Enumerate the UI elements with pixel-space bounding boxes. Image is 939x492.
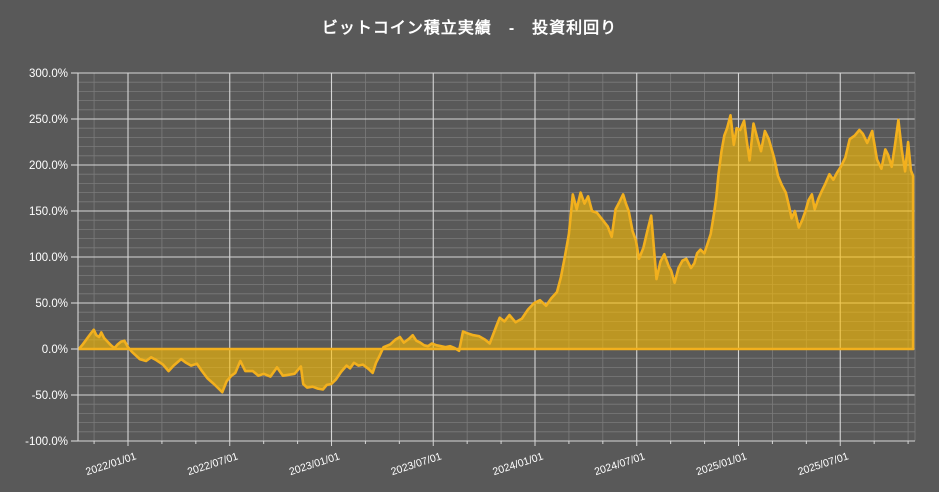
x-axis-tick-label: 2023/07/01	[389, 450, 443, 478]
series-area-fill	[78, 115, 914, 393]
y-axis-tick-label: -100.0%	[25, 436, 68, 448]
chart-title: ビットコイン積立実績 - 投資利回り	[321, 20, 618, 37]
x-axis-tick-label: 2024/07/01	[593, 450, 647, 478]
y-axis-tick-label: -50.0%	[32, 390, 68, 402]
x-axis-tick-label: 2022/01/01	[84, 450, 138, 478]
x-axis-tick-label: 2024/01/01	[491, 450, 545, 478]
x-axis-tick-label: 2025/01/01	[695, 450, 749, 478]
y-axis-tick-label: 50.0%	[35, 298, 68, 310]
y-axis-tick-label: 300.0%	[29, 68, 68, 80]
x-axis-tick-label: 2022/07/01	[186, 450, 240, 478]
x-axis-tick-label: 2023/01/01	[288, 450, 342, 478]
x-axis-tick-label: 2025/07/01	[796, 450, 850, 478]
y-axis-tick-label: 250.0%	[29, 114, 68, 126]
series-line	[77, 114, 915, 394]
y-axis-tick-label: 200.0%	[29, 160, 68, 172]
y-axis-tick-label: 0.0%	[42, 344, 68, 356]
y-axis-tick-label: 150.0%	[29, 206, 68, 218]
y-axis-tick-label: 100.0%	[29, 252, 68, 264]
